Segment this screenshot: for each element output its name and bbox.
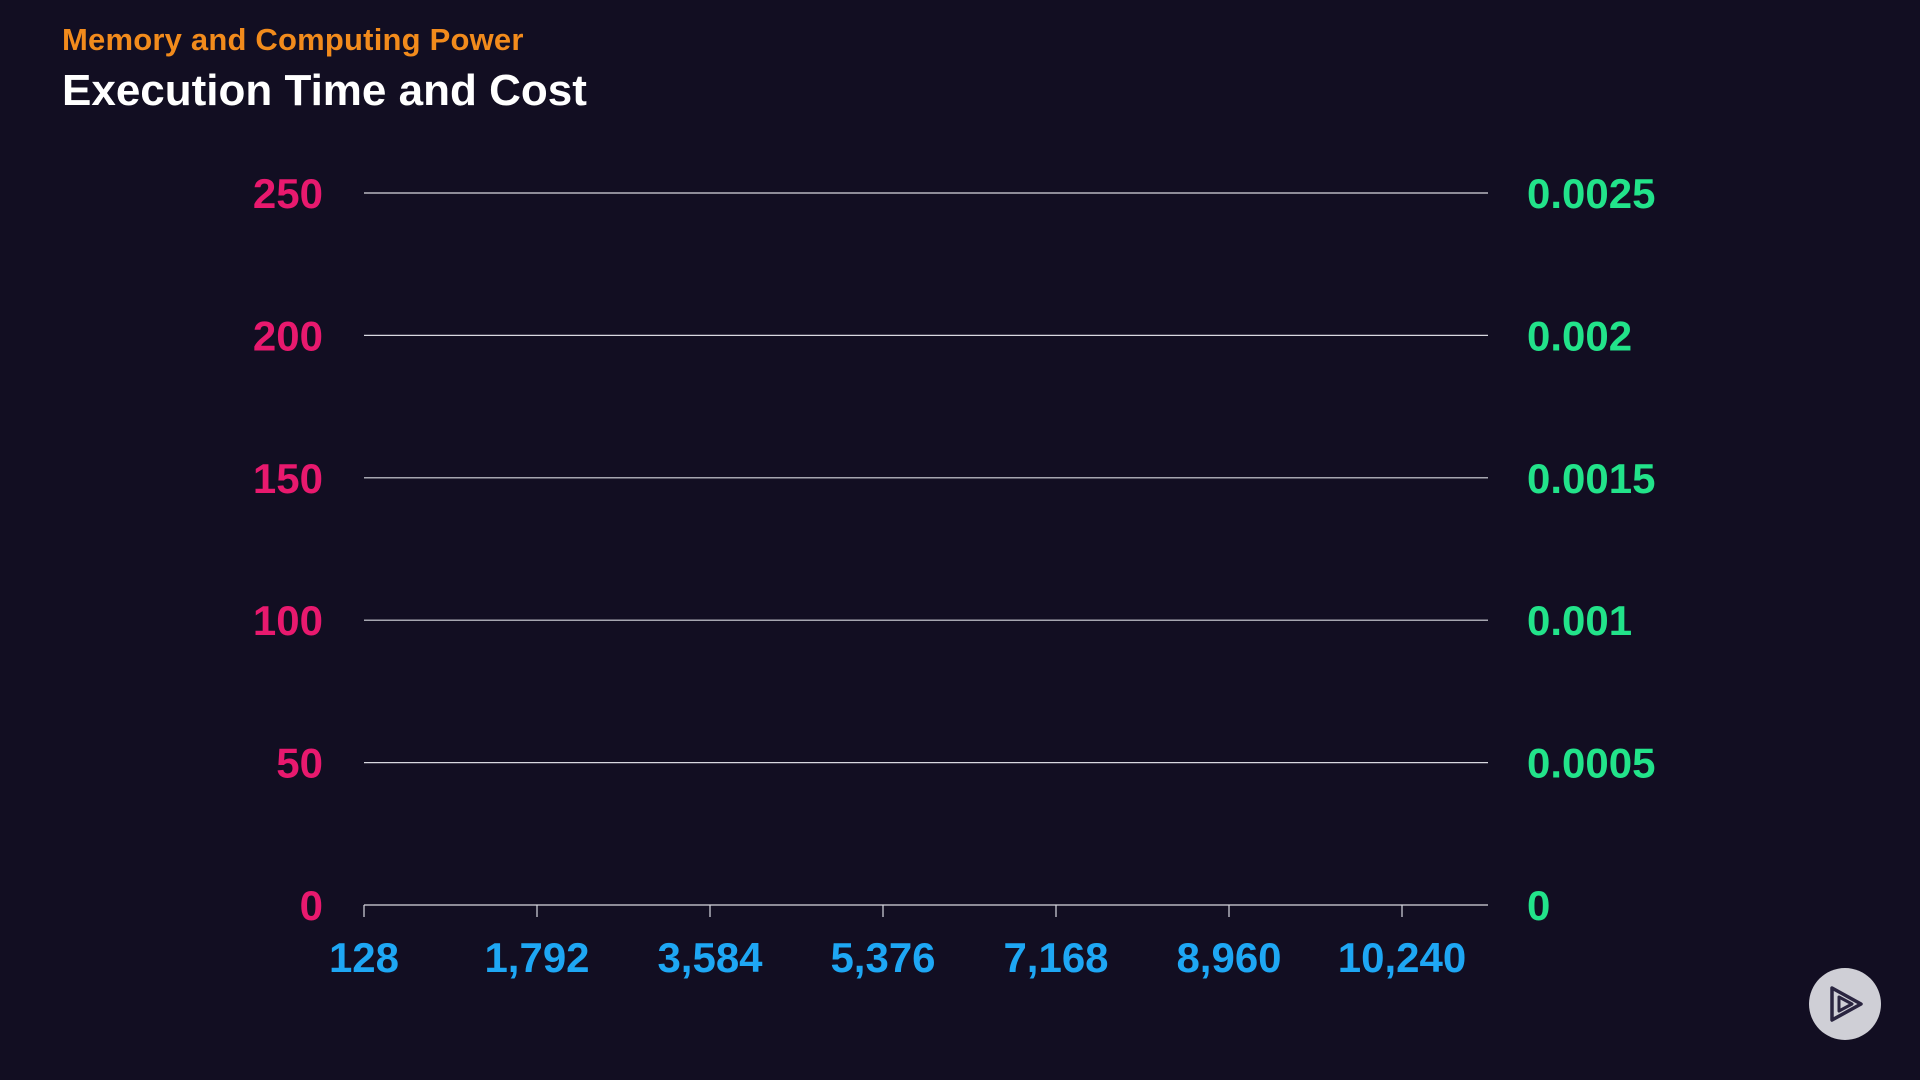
x-tick-label: 1,792 <box>484 934 589 981</box>
y-right-tick-label: 0.0005 <box>1527 740 1655 787</box>
y-left-tick-label: 100 <box>253 597 323 644</box>
page-title: Execution Time and Cost <box>62 66 587 115</box>
x-tick-label: 7,168 <box>1003 934 1108 981</box>
play-logo-icon <box>1830 986 1863 1022</box>
y-right-tick-label: 0.0015 <box>1527 455 1655 502</box>
y-left-tick-label: 0 <box>300 882 323 929</box>
play-button[interactable] <box>1809 968 1881 1040</box>
x-tick-label: 10,240 <box>1338 934 1466 981</box>
y-right-tick-label: 0.002 <box>1527 312 1632 359</box>
y-left-tick-label: 50 <box>276 740 323 787</box>
x-tick-label: 5,376 <box>830 934 935 981</box>
x-tick-label: 3,584 <box>657 934 763 981</box>
y-right-tick-label: 0 <box>1527 882 1550 929</box>
y-right-tick-label: 0.001 <box>1527 597 1632 644</box>
y-left-tick-label: 250 <box>253 170 323 217</box>
section-kicker: Memory and Computing Power <box>62 22 524 57</box>
x-tick-label: 128 <box>329 934 399 981</box>
y-left-tick-label: 150 <box>253 455 323 502</box>
y-right-tick-label: 0.0025 <box>1527 170 1655 217</box>
y-left-tick-label: 200 <box>253 312 323 359</box>
x-tick-label: 8,960 <box>1176 934 1281 981</box>
